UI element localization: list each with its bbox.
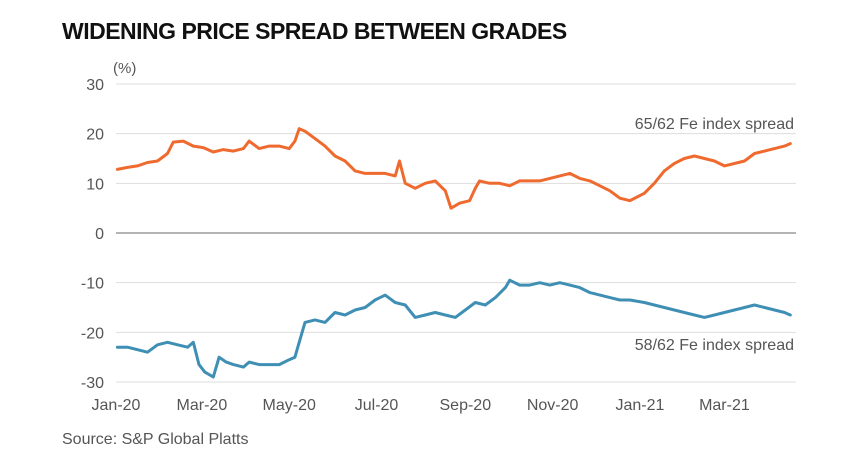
x-tick-label: Sep-20 [440, 397, 492, 414]
series-label-65-62: 65/62 Fe index spread [635, 116, 794, 133]
y-tick-label: 20 [86, 127, 104, 144]
y-tick-label: 10 [86, 176, 104, 193]
x-tick-label: Jul-20 [355, 397, 399, 414]
chart-title: WIDENING PRICE SPREAD BETWEEN GRADES [62, 18, 567, 44]
source-note: Source: S&P Global Platts [62, 431, 249, 448]
y-tick-label: -10 [81, 276, 104, 293]
series-label-58-62: 58/62 Fe index spread [635, 337, 794, 354]
series-lines [115, 127, 792, 379]
x-tick-label: Nov-20 [527, 397, 579, 414]
y-axis-unit-label: (%) [113, 60, 136, 77]
y-tick-label: -20 [81, 325, 104, 342]
x-tick-label: Jan-21 [615, 397, 664, 414]
y-tick-label: 0 [95, 226, 104, 243]
x-tick-label: Jan-20 [92, 397, 141, 414]
x-tick-label: Mar-20 [177, 397, 228, 414]
x-tick-label: May-20 [263, 397, 316, 414]
x-axis-ticks: Jan-20 Mar-20 May-20 Jul-20 Sep-20 Nov-20 Jan-… [92, 397, 750, 414]
series-line-58-62 [115, 278, 792, 379]
y-axis-ticks: 30 20 10 0 -10 -20 -30 [81, 77, 104, 392]
series-line-65-62 [115, 127, 792, 210]
y-tick-label: 30 [86, 77, 104, 94]
gridlines [116, 83, 796, 383]
y-tick-label: -30 [81, 375, 104, 392]
x-tick-label: Mar-21 [699, 397, 750, 414]
